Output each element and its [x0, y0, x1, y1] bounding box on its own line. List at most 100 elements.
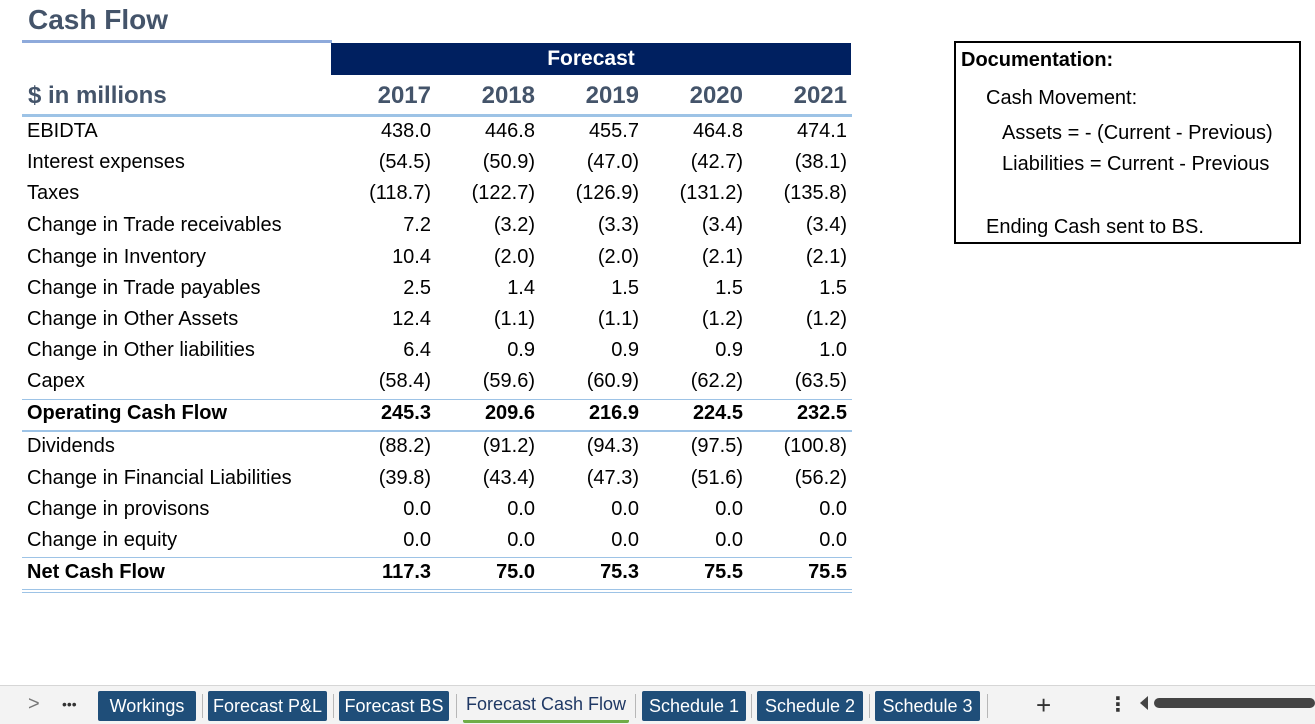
- row-interest-expenses[interactable]: Interest expenses (54.5) (50.9) (47.0) (…: [22, 148, 852, 179]
- cell-2017[interactable]: 6.4: [403, 339, 431, 361]
- cell-2020[interactable]: 464.8: [692, 120, 743, 142]
- cell-2021[interactable]: (2.1): [805, 246, 847, 268]
- cell-2020[interactable]: 75.5: [704, 561, 743, 583]
- cell-2021[interactable]: 0.0: [819, 529, 847, 551]
- row-change-other-assets[interactable]: Change in Other Assets 12.4 (1.1) (1.1) …: [22, 305, 852, 336]
- sheet-options-icon[interactable]: ⋮: [1108, 694, 1128, 716]
- cell-2021[interactable]: 75.5: [808, 561, 847, 583]
- cell-2019[interactable]: 0.9: [611, 339, 639, 361]
- cell-2017[interactable]: 12.4: [392, 308, 431, 330]
- cell-2019[interactable]: (94.3): [586, 435, 639, 457]
- cell-2017[interactable]: 0.0: [403, 529, 431, 551]
- cell-2017[interactable]: 10.4: [392, 246, 431, 268]
- cell-2021[interactable]: 1.5: [819, 277, 847, 299]
- add-sheet-icon[interactable]: +: [1036, 690, 1052, 720]
- row-change-other-liabilities[interactable]: Change in Other liabilities 6.4 0.9 0.9 …: [22, 336, 852, 367]
- cell-2021[interactable]: (100.8): [783, 435, 847, 457]
- cell-2020[interactable]: (51.6): [690, 467, 743, 489]
- row-change-trade-payables[interactable]: Change in Trade payables 2.5 1.4 1.5 1.5…: [22, 274, 852, 305]
- cell-2020[interactable]: 224.5: [692, 402, 743, 424]
- cell-2019[interactable]: 75.3: [600, 561, 639, 583]
- cell-2019[interactable]: (3.3): [597, 214, 639, 236]
- cell-2017[interactable]: (118.7): [369, 182, 431, 204]
- tab-forecast-bs[interactable]: Forecast BS: [339, 691, 449, 721]
- cell-2021[interactable]: (56.2): [794, 467, 847, 489]
- cell-2018[interactable]: (3.2): [493, 214, 535, 236]
- row-change-financial-liabilities[interactable]: Change in Financial Liabilities (39.8) (…: [22, 464, 852, 495]
- more-sheets-icon[interactable]: •••: [62, 696, 77, 712]
- cell-2018[interactable]: (59.6): [482, 370, 535, 392]
- tab-schedule-3[interactable]: Schedule 3: [875, 691, 980, 721]
- cell-2019[interactable]: (1.1): [597, 308, 639, 330]
- cell-2017[interactable]: (88.2): [378, 435, 431, 457]
- cell-2018[interactable]: 0.9: [507, 339, 535, 361]
- tab-workings[interactable]: Workings: [98, 691, 196, 721]
- cell-2019[interactable]: 455.7: [588, 120, 639, 142]
- cell-2021[interactable]: 474.1: [796, 120, 847, 142]
- cell-2017[interactable]: (39.8): [378, 467, 431, 489]
- cell-2020[interactable]: (62.2): [690, 370, 743, 392]
- cell-2020[interactable]: (42.7): [690, 151, 743, 173]
- cell-2018[interactable]: (1.1): [493, 308, 535, 330]
- cell-2017[interactable]: (58.4): [378, 370, 431, 392]
- cell-2019[interactable]: 216.9: [588, 402, 639, 424]
- cell-2018[interactable]: (2.0): [493, 246, 535, 268]
- cell-2021[interactable]: 1.0: [819, 339, 847, 361]
- row-change-equity[interactable]: Change in equity 0.0 0.0 0.0 0.0 0.0: [22, 526, 852, 557]
- cell-2021[interactable]: (135.8): [783, 182, 847, 204]
- cell-2021[interactable]: (3.4): [805, 214, 847, 236]
- row-taxes[interactable]: Taxes (118.7) (122.7) (126.9) (131.2) (1…: [22, 179, 852, 210]
- row-change-provisions[interactable]: Change in provisons 0.0 0.0 0.0 0.0 0.0: [22, 495, 852, 526]
- cell-2021[interactable]: (38.1): [794, 151, 847, 173]
- cell-2018[interactable]: 446.8: [484, 120, 535, 142]
- row-net-cash-flow[interactable]: Net Cash Flow 117.3 75.0 75.3 75.5 75.5: [22, 558, 852, 589]
- tab-forecast-cash-flow[interactable]: Forecast Cash Flow: [463, 688, 629, 723]
- tab-forecast-pl[interactable]: Forecast P&L: [208, 691, 327, 721]
- scroll-left-icon[interactable]: [1140, 696, 1148, 710]
- cell-2017[interactable]: 438.0: [380, 120, 431, 142]
- next-sheet-arrow-icon[interactable]: >: [28, 693, 40, 715]
- cell-2018[interactable]: (43.4): [482, 467, 535, 489]
- cell-2017[interactable]: 245.3: [380, 402, 431, 424]
- cell-2017[interactable]: (54.5): [378, 151, 431, 173]
- cell-2018[interactable]: 0.0: [507, 529, 535, 551]
- row-change-trade-receivables[interactable]: Change in Trade receivables 7.2 (3.2) (3…: [22, 211, 852, 242]
- cell-2020[interactable]: (3.4): [701, 214, 743, 236]
- cell-2021[interactable]: 0.0: [819, 498, 847, 520]
- documentation-box[interactable]: Documentation: Cash Movement: Assets = -…: [954, 41, 1301, 244]
- cell-2019[interactable]: 1.5: [611, 277, 639, 299]
- cell-2020[interactable]: 1.5: [715, 277, 743, 299]
- cell-2019[interactable]: (47.0): [586, 151, 639, 173]
- cell-2019[interactable]: 0.0: [611, 529, 639, 551]
- cell-2018[interactable]: (50.9): [482, 151, 535, 173]
- cell-2020[interactable]: 0.9: [715, 339, 743, 361]
- row-capex[interactable]: Capex (58.4) (59.6) (60.9) (62.2) (63.5): [22, 367, 852, 398]
- cell-2020[interactable]: (1.2): [701, 308, 743, 330]
- cell-2021[interactable]: (1.2): [805, 308, 847, 330]
- horizontal-scrollbar[interactable]: [1154, 698, 1315, 708]
- cell-2018[interactable]: 1.4: [507, 277, 535, 299]
- cell-2017[interactable]: 117.3: [382, 561, 431, 583]
- cell-2020[interactable]: (131.2): [679, 182, 743, 204]
- cell-2019[interactable]: 0.0: [611, 498, 639, 520]
- row-change-inventory[interactable]: Change in Inventory 10.4 (2.0) (2.0) (2.…: [22, 243, 852, 274]
- cell-2019[interactable]: (60.9): [586, 370, 639, 392]
- row-operating-cash-flow[interactable]: Operating Cash Flow 245.3 209.6 216.9 22…: [22, 399, 852, 430]
- cell-2020[interactable]: 0.0: [715, 498, 743, 520]
- cell-2019[interactable]: (126.9): [575, 182, 639, 204]
- cell-2018[interactable]: 0.0: [507, 498, 535, 520]
- row-dividends[interactable]: Dividends (88.2) (91.2) (94.3) (97.5) (1…: [22, 432, 852, 463]
- cell-2018[interactable]: 75.0: [496, 561, 535, 583]
- tab-schedule-1[interactable]: Schedule 1: [642, 691, 746, 721]
- tab-schedule-2[interactable]: Schedule 2: [757, 691, 863, 721]
- cell-2018[interactable]: 209.6: [484, 402, 535, 424]
- cell-2020[interactable]: (2.1): [701, 246, 743, 268]
- cell-2021[interactable]: 232.5: [796, 402, 847, 424]
- row-ebitda[interactable]: EBIDTA 438.0 446.8 455.7 464.8 474.1: [22, 117, 852, 148]
- cell-2018[interactable]: (122.7): [471, 182, 535, 204]
- cell-2017[interactable]: 7.2: [403, 214, 431, 236]
- cell-2020[interactable]: (97.5): [690, 435, 743, 457]
- cell-2020[interactable]: 0.0: [715, 529, 743, 551]
- cell-2021[interactable]: (63.5): [794, 370, 847, 392]
- cell-2019[interactable]: (2.0): [597, 246, 639, 268]
